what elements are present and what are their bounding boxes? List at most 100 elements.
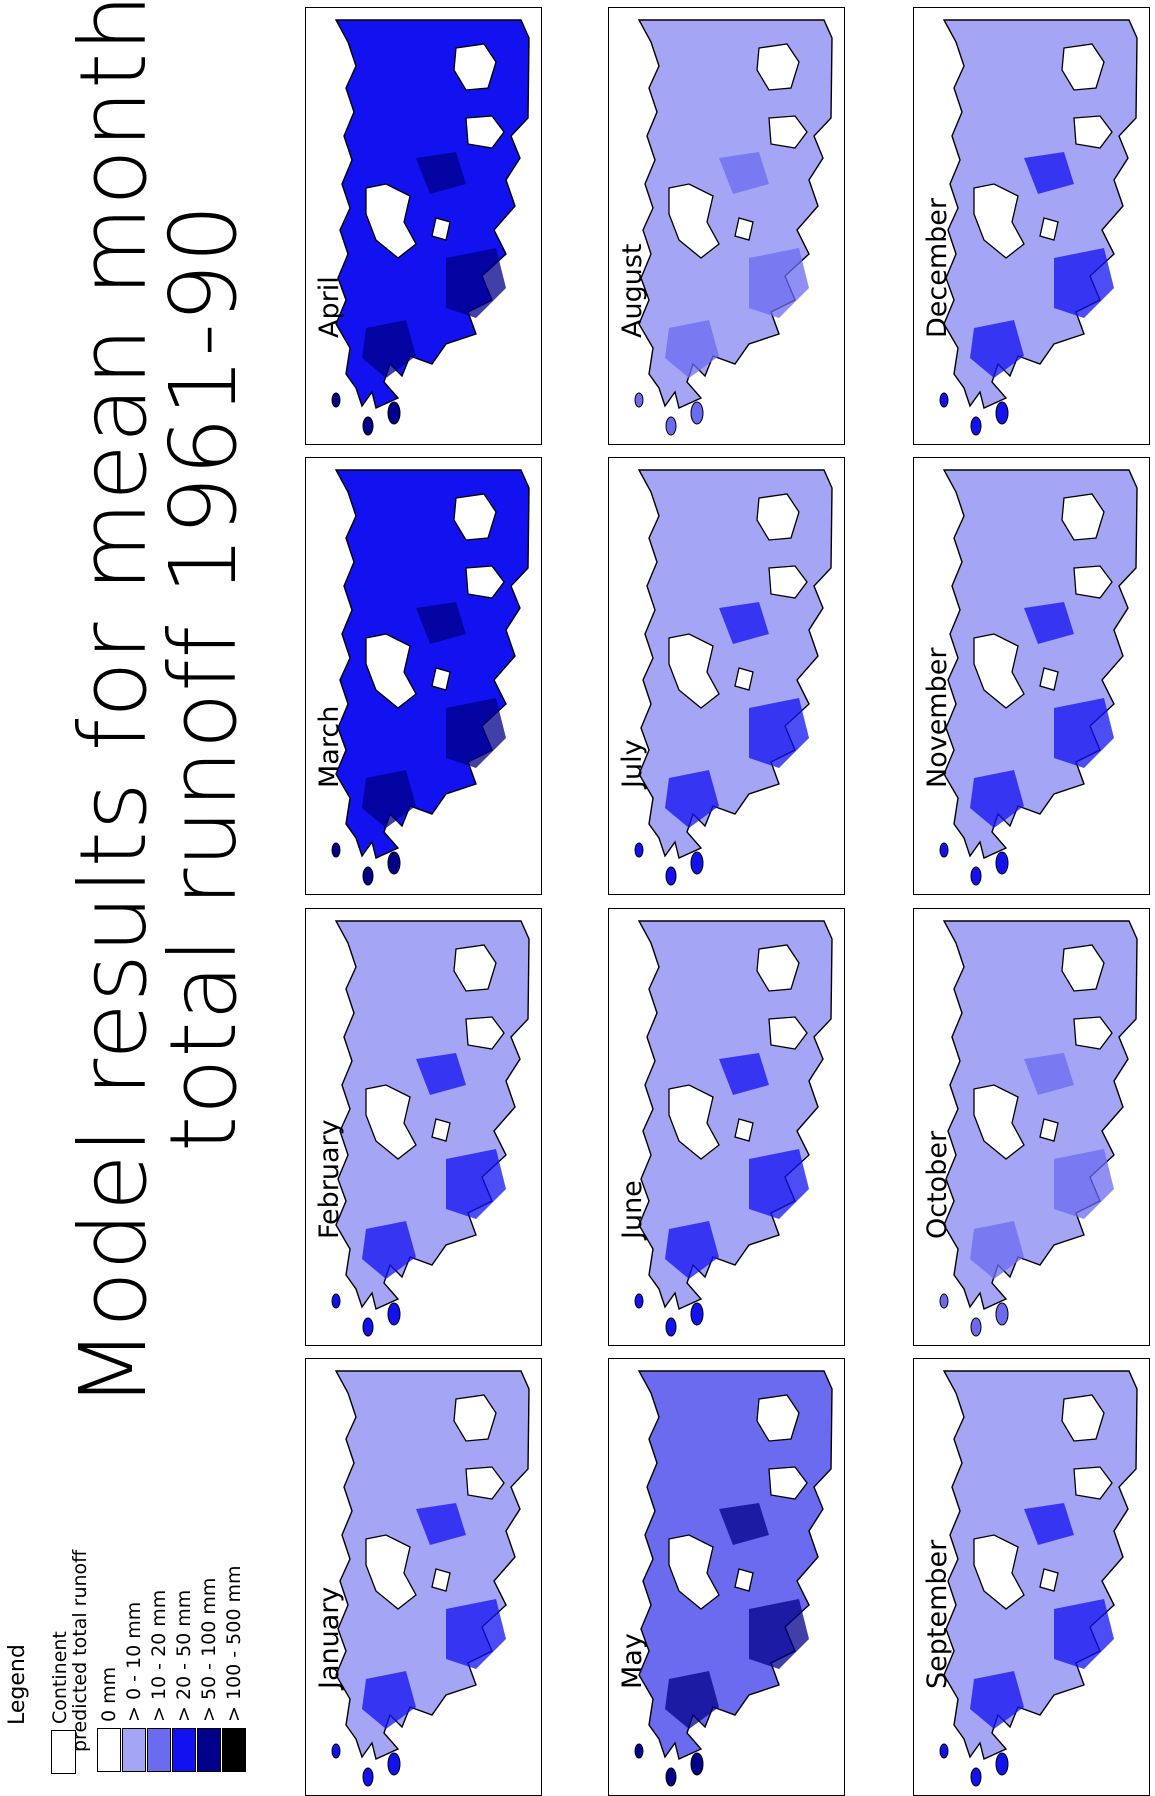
runoff-map-march [331,469,530,886]
island [387,851,401,875]
water-body [465,565,505,599]
water-body [453,43,497,91]
high-runoff-zone [665,1503,809,1729]
water-body [973,1534,1025,1610]
water-body [1073,565,1113,599]
legend-continent-swatch [51,1730,76,1774]
month-label: October [922,1130,953,1239]
island [970,416,982,436]
legend-class-label: > 100 - 500 mm [223,1565,245,1722]
water-body [1039,1118,1059,1142]
map-panel-september: September [913,1358,1150,1796]
month-label: December [922,197,953,338]
high-runoff-zone [970,602,1114,828]
map-panel-april: April [305,7,542,445]
island [665,416,677,436]
legend-swatch-0 [97,1728,121,1772]
island [362,1317,374,1337]
map-panel-august: August [608,7,845,445]
runoff-map-february [331,920,530,1337]
island [362,416,374,436]
map-panel-june: June [608,908,845,1346]
high-runoff-zone [665,1053,809,1279]
island [995,851,1009,875]
island [665,866,677,886]
water-body [431,217,451,241]
month-label: August [617,243,648,339]
month-label: June [617,1180,648,1239]
runoff-map-august [634,19,833,436]
water-body [365,633,417,709]
water-body [1073,1466,1113,1500]
water-body [734,1568,754,1592]
water-body [465,115,505,149]
island [665,1317,677,1337]
island [331,1743,341,1759]
month-label: July [617,739,648,788]
water-body [756,43,800,91]
water-body [365,1534,417,1610]
water-body [756,1394,800,1442]
water-body [973,633,1025,709]
water-body [465,1016,505,1050]
island [995,401,1009,425]
island [387,1302,401,1326]
water-body [668,183,720,259]
runoff-map-september [939,1370,1138,1787]
water-body [465,1466,505,1500]
month-label: January [314,1586,345,1689]
map-panel-october: October [913,908,1150,1346]
water-body [453,944,497,992]
island [939,842,949,858]
water-body [668,1084,720,1160]
high-runoff-zone [665,602,809,828]
water-body [1061,493,1105,541]
water-body [1061,43,1105,91]
legend-continent-label: Continent [49,1631,71,1724]
island [331,842,341,858]
water-body [734,217,754,241]
legend-title: Legend [5,1644,30,1725]
water-body [453,493,497,541]
legend-class-label: 0 mm [98,1666,120,1722]
legend-class-label: > 50 - 100 mm [198,1577,220,1722]
island [362,1767,374,1787]
runoff-map-november [939,469,1138,886]
island [939,1293,949,1309]
island [970,1317,982,1337]
water-body [365,183,417,259]
map-panel-january: January [305,1358,542,1796]
runoff-map-april [331,19,530,436]
island [634,1743,644,1759]
high-runoff-zone [970,1503,1114,1729]
high-runoff-zone [362,1053,506,1279]
high-runoff-zone [970,152,1114,378]
water-body [1073,115,1113,149]
page-title-line1: Model results for mean monthly [60,0,167,1408]
runoff-map-may [634,1370,833,1787]
legend-class-label: > 20 - 50 mm [173,1589,195,1722]
island [690,401,704,425]
page-title-line2: total runoff 1961-90 [150,203,257,1152]
runoff-map-june [634,920,833,1337]
month-label: May [617,1633,648,1689]
water-body [1039,667,1059,691]
runoff-map-july [634,469,833,886]
water-body [768,1466,808,1500]
island [331,1293,341,1309]
month-label: February [314,1119,345,1239]
water-body [365,1084,417,1160]
island [690,1752,704,1776]
water-body [734,1118,754,1142]
legend-swatch-3 [172,1728,196,1772]
map-panel-december: December [913,7,1150,445]
island [331,392,341,408]
water-body [453,1394,497,1442]
island [362,866,374,886]
high-runoff-zone [362,602,506,828]
map-panel-november: November [913,457,1150,895]
legend-swatch-5 [222,1728,246,1772]
island [995,1752,1009,1776]
water-body [1073,1016,1113,1050]
map-panel-march: March [305,457,542,895]
